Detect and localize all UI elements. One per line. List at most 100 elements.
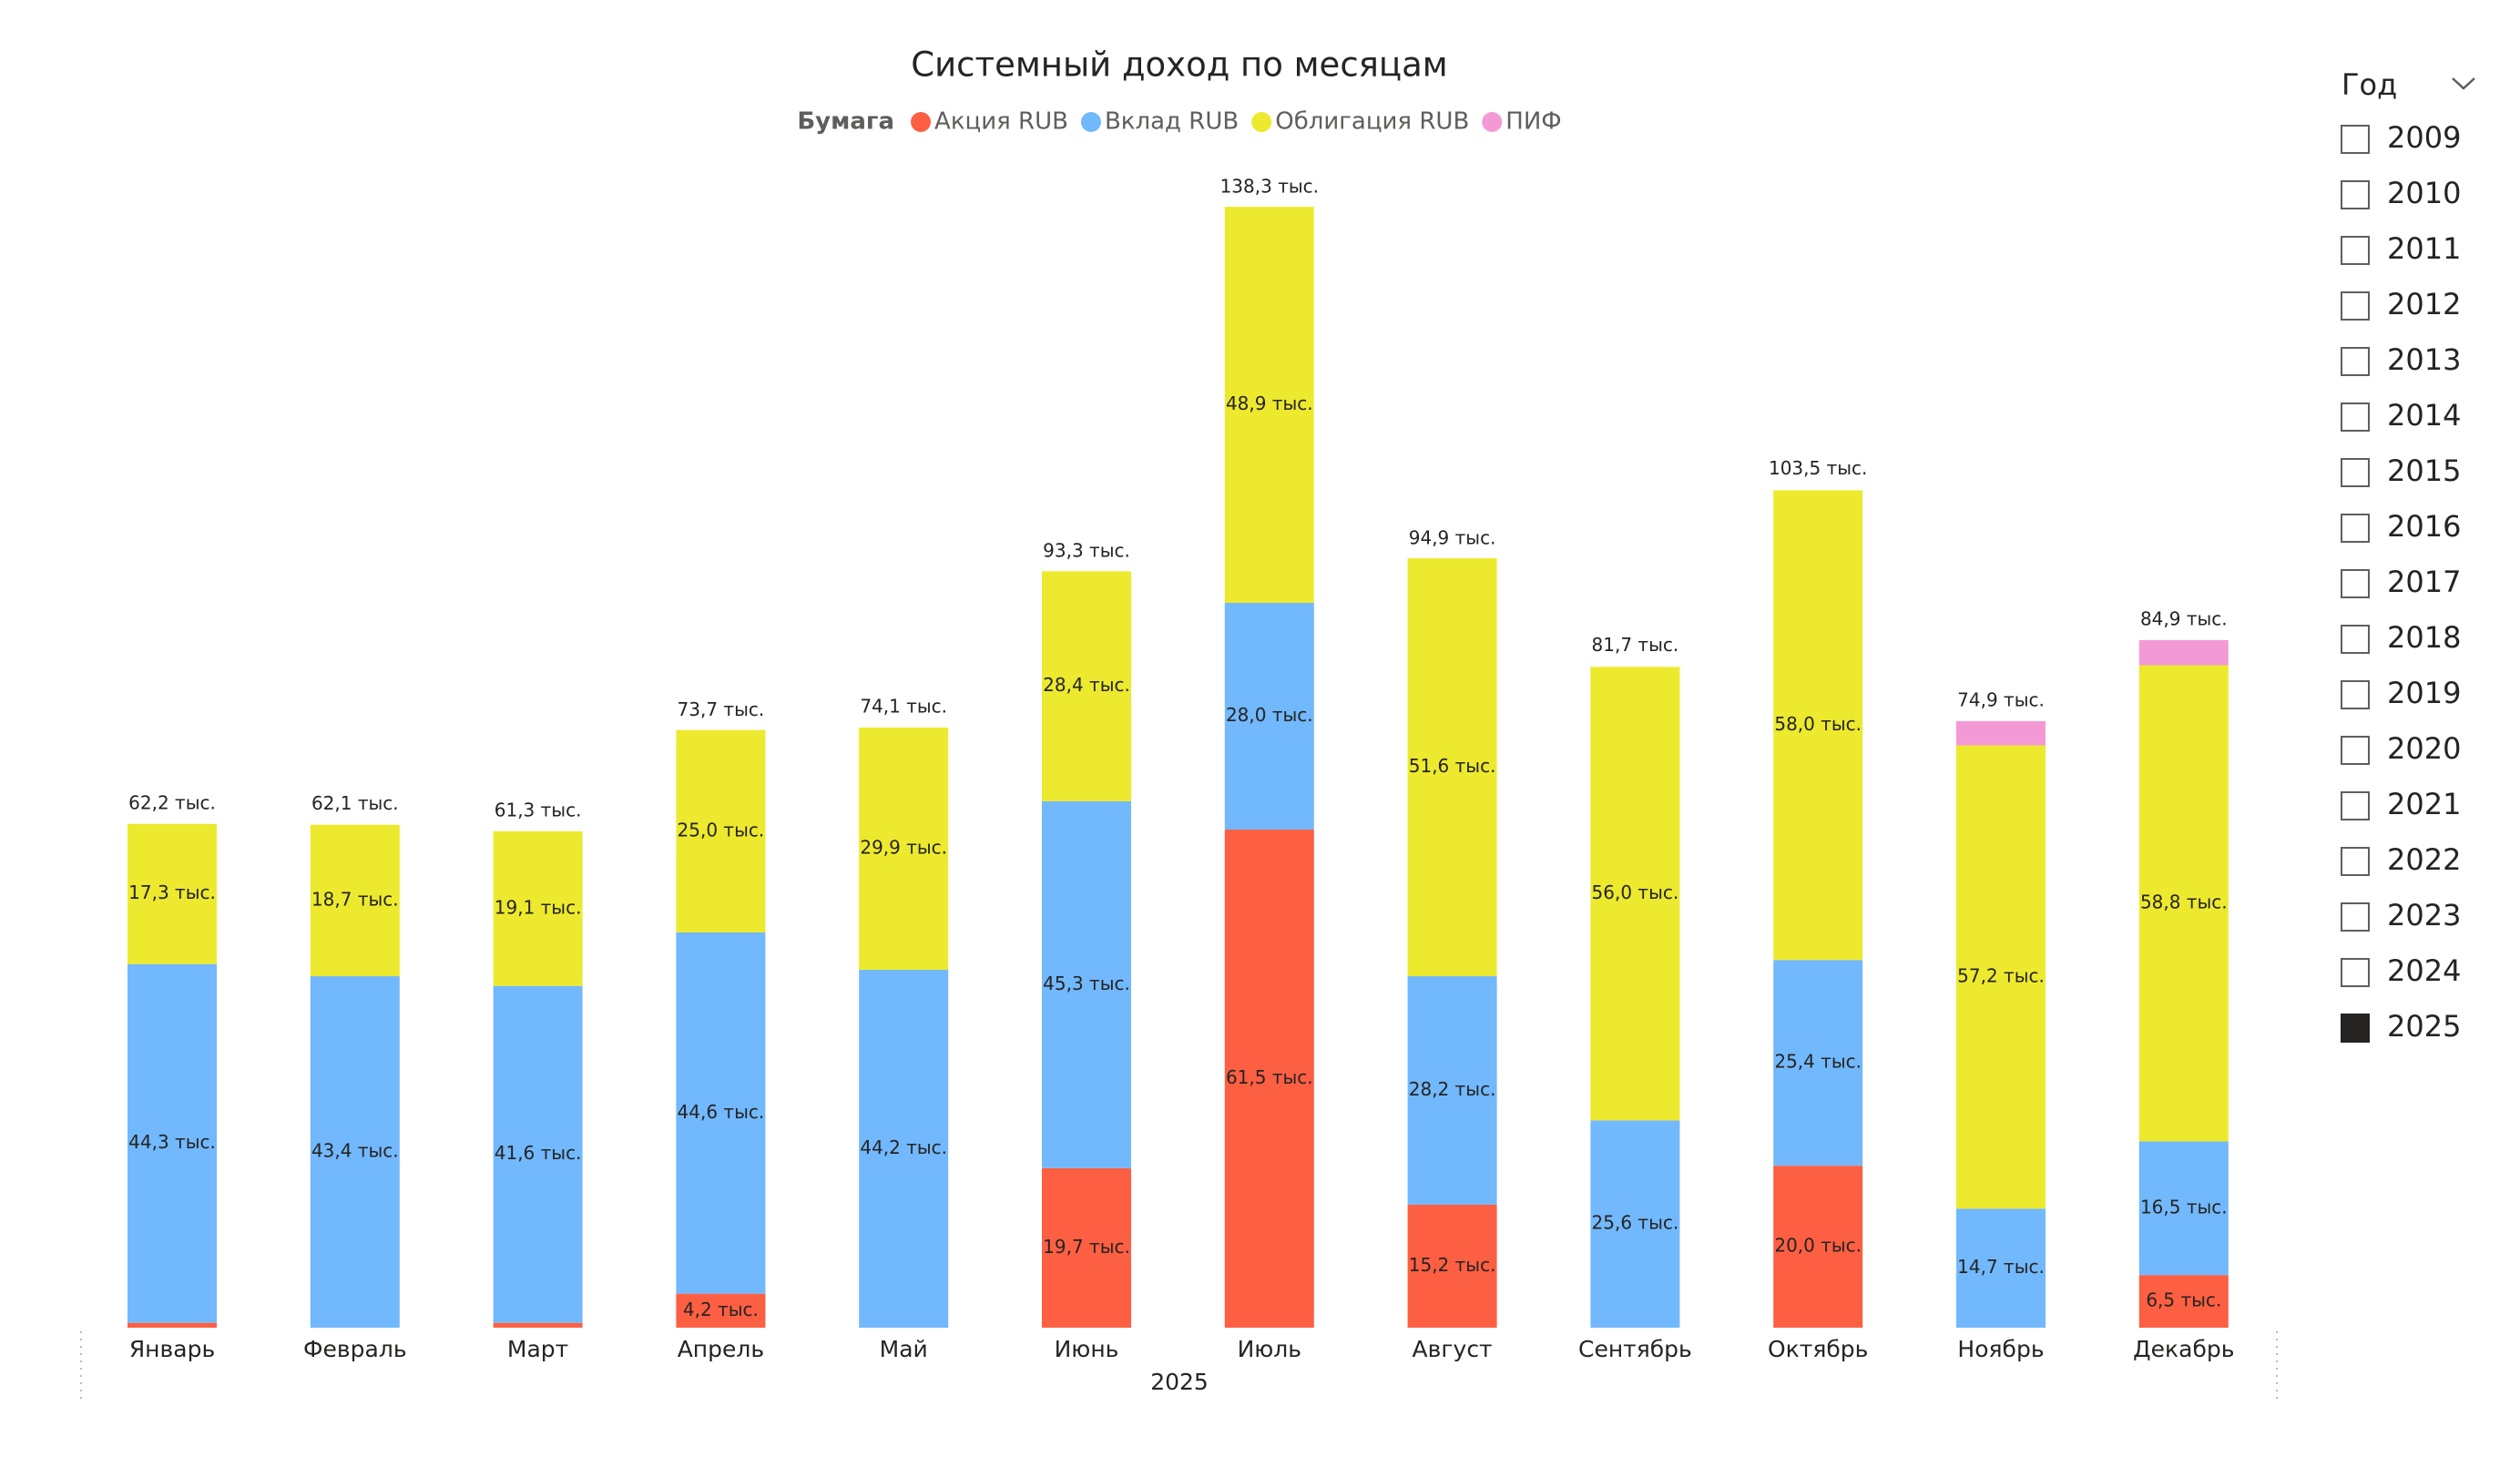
data-label: 15,2 тыс. bbox=[1409, 1254, 1496, 1276]
bar-segment bbox=[310, 976, 400, 1328]
bar-segment bbox=[310, 824, 400, 977]
bar-segment bbox=[1956, 745, 2046, 1209]
slicer-item[interactable]: 2024 bbox=[2387, 953, 2461, 988]
bar-segment bbox=[859, 969, 949, 1328]
data-label: 48,9 тыс. bbox=[1226, 392, 1313, 414]
bar-segment bbox=[676, 1293, 766, 1328]
x-tick-label: Июнь bbox=[1055, 1336, 1119, 1362]
slicer-item[interactable]: 2009 bbox=[2387, 120, 2461, 155]
bar-segment bbox=[493, 1322, 583, 1328]
data-label: 58,0 тыс. bbox=[1774, 713, 1862, 735]
x-axis-title: 2025 bbox=[1150, 1369, 1209, 1395]
bar-segment bbox=[1042, 571, 1131, 801]
slicer-checkbox[interactable] bbox=[2341, 680, 2370, 709]
slicer-title: Год bbox=[2341, 67, 2397, 102]
slicer-item[interactable]: 2018 bbox=[2387, 620, 2461, 655]
x-tick-label: Ноябрь bbox=[1957, 1336, 2044, 1362]
total-label: 62,2 тыс. bbox=[128, 791, 216, 813]
total-label: 84,9 тыс. bbox=[2140, 607, 2228, 629]
data-label: 41,6 тыс. bbox=[495, 1142, 582, 1164]
bar-segment bbox=[1407, 558, 1497, 977]
data-label: 14,7 тыс. bbox=[1957, 1256, 2045, 1278]
slicer-checkbox[interactable] bbox=[2341, 180, 2370, 209]
data-label: 4,2 тыс. bbox=[683, 1299, 759, 1320]
bar-segment bbox=[2138, 1141, 2229, 1276]
data-label: 29,9 тыс. bbox=[860, 836, 947, 858]
data-label: 16,5 тыс. bbox=[2140, 1196, 2228, 1218]
data-label: 51,6 тыс. bbox=[1409, 755, 1496, 777]
data-label: 45,3 тыс. bbox=[1043, 973, 1130, 994]
slicer-checkbox[interactable] bbox=[2341, 125, 2370, 154]
bar-segment bbox=[1773, 960, 1863, 1167]
slicer-checkbox[interactable] bbox=[2341, 1014, 2370, 1043]
slicer-checkbox[interactable] bbox=[2341, 291, 2370, 321]
legend-label: Акция RUB bbox=[934, 108, 1068, 136]
data-label: 58,8 тыс. bbox=[2140, 891, 2228, 912]
x-tick-label: Сентябрь bbox=[1578, 1336, 1692, 1362]
slicer-checkbox[interactable] bbox=[2341, 347, 2370, 376]
legend-label: Вклад RUB bbox=[1105, 108, 1239, 136]
x-tick-label: Декабрь bbox=[2133, 1336, 2234, 1362]
legend-marker bbox=[911, 112, 932, 132]
slicer-item[interactable]: 2025 bbox=[2387, 1009, 2461, 1044]
data-label: 25,6 тыс. bbox=[1592, 1212, 1679, 1234]
data-label: 56,0 тыс. bbox=[1592, 881, 1679, 903]
bar-segment bbox=[1590, 667, 1680, 1121]
slicer-checkbox[interactable] bbox=[2341, 902, 2370, 932]
slicer-item[interactable]: 2022 bbox=[2387, 842, 2461, 877]
total-label: 138,3 тыс. bbox=[1220, 176, 1319, 198]
data-label: 19,7 тыс. bbox=[1043, 1236, 1130, 1258]
x-tick-label: Август bbox=[1413, 1336, 1493, 1362]
slicer-item[interactable]: 2021 bbox=[2387, 787, 2461, 821]
data-label: 25,4 тыс. bbox=[1774, 1051, 1862, 1073]
bar-segment bbox=[2138, 639, 2229, 666]
bar-segment bbox=[1042, 1167, 1131, 1328]
slicer-item[interactable]: 2010 bbox=[2387, 176, 2461, 210]
total-label: 94,9 тыс. bbox=[1409, 526, 1496, 548]
x-tick-label: Апрель bbox=[678, 1336, 764, 1362]
total-label: 103,5 тыс. bbox=[1769, 457, 1867, 479]
slicer-item[interactable]: 2012 bbox=[2387, 287, 2461, 321]
slicer-checkbox[interactable] bbox=[2341, 514, 2370, 543]
legend-title: Бумага bbox=[797, 108, 894, 136]
legend-marker bbox=[1482, 112, 1503, 132]
slicer-item[interactable]: 2020 bbox=[2387, 731, 2461, 766]
slicer-item[interactable]: 2023 bbox=[2387, 898, 2461, 932]
x-tick-label: Май bbox=[880, 1336, 928, 1362]
data-label: 28,2 тыс. bbox=[1409, 1078, 1496, 1100]
bar-segment bbox=[128, 823, 217, 964]
slicer-checkbox[interactable] bbox=[2341, 958, 2370, 987]
bar-segment bbox=[1773, 1166, 1863, 1328]
legend: Бумага Акция RUB Вклад RUB Облигация RUB ПИФ bbox=[797, 108, 1561, 136]
bar-segment bbox=[493, 830, 583, 986]
slicer-item[interactable]: 2019 bbox=[2387, 676, 2461, 710]
bar-segment bbox=[1407, 1204, 1497, 1328]
legend-label: ПИФ bbox=[1505, 108, 1561, 136]
slicer-item[interactable]: 2017 bbox=[2387, 565, 2461, 599]
slicer-checkbox[interactable] bbox=[2341, 736, 2370, 765]
slicer-item[interactable]: 2011 bbox=[2387, 231, 2461, 266]
slicer-checkbox[interactable] bbox=[2341, 847, 2370, 876]
data-label: 20,0 тыс. bbox=[1774, 1235, 1862, 1257]
slicer-checkbox[interactable] bbox=[2341, 791, 2370, 820]
slicer-checkbox[interactable] bbox=[2341, 236, 2370, 265]
slicer-item[interactable]: 2015 bbox=[2387, 453, 2461, 488]
total-label: 93,3 тыс. bbox=[1043, 540, 1130, 562]
slicer-checkbox[interactable] bbox=[2341, 569, 2370, 598]
bar-segment bbox=[1956, 1208, 2046, 1328]
slicer-chevron[interactable] bbox=[2452, 77, 2475, 90]
total-label: 73,7 тыс. bbox=[678, 698, 765, 720]
slicer-item[interactable]: 2013 bbox=[2387, 342, 2461, 377]
total-label: 74,9 тыс. bbox=[1957, 688, 2045, 710]
total-label: 74,1 тыс. bbox=[860, 695, 947, 717]
slicer-item[interactable]: 2014 bbox=[2387, 398, 2461, 433]
slicer-checkbox[interactable] bbox=[2341, 625, 2370, 654]
bar-segment bbox=[1042, 800, 1131, 1168]
slicer-checkbox[interactable] bbox=[2341, 402, 2370, 432]
x-tick-label: Октябрь bbox=[1768, 1336, 1868, 1362]
x-tick-label: Июль bbox=[1238, 1336, 1301, 1362]
slicer-item[interactable]: 2016 bbox=[2387, 509, 2461, 544]
data-label: 17,3 тыс. bbox=[128, 881, 216, 903]
data-label: 28,0 тыс. bbox=[1226, 704, 1313, 726]
slicer-checkbox[interactable] bbox=[2341, 458, 2370, 487]
